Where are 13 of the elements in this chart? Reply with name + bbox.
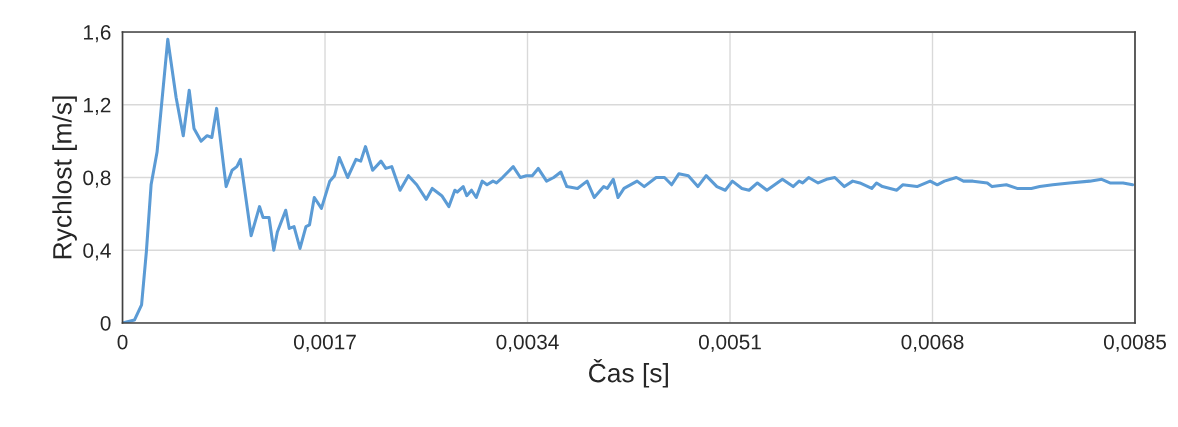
x-tick-label: 0 [117, 334, 128, 350]
x-tick-label: 0,0017 [293, 334, 356, 352]
x-tick-label: 0,0085 [1103, 334, 1166, 352]
y-tick-label: 1,6 [84, 25, 111, 43]
x-tick-label: 0,0051 [698, 334, 761, 352]
x-tick-label: 0,0034 [496, 334, 559, 352]
x-axis-title: Čas [s] [589, 359, 668, 388]
y-tick-label: 0,4 [83, 243, 111, 261]
y-tick-label: 1,2 [84, 97, 111, 115]
y-tick-label: 0,8 [83, 170, 111, 188]
x-tick-label: 0,0068 [901, 334, 964, 352]
y-tick-label: 0 [100, 315, 111, 331]
y-axis-title: Rychlost [m/s] [52, 96, 77, 259]
